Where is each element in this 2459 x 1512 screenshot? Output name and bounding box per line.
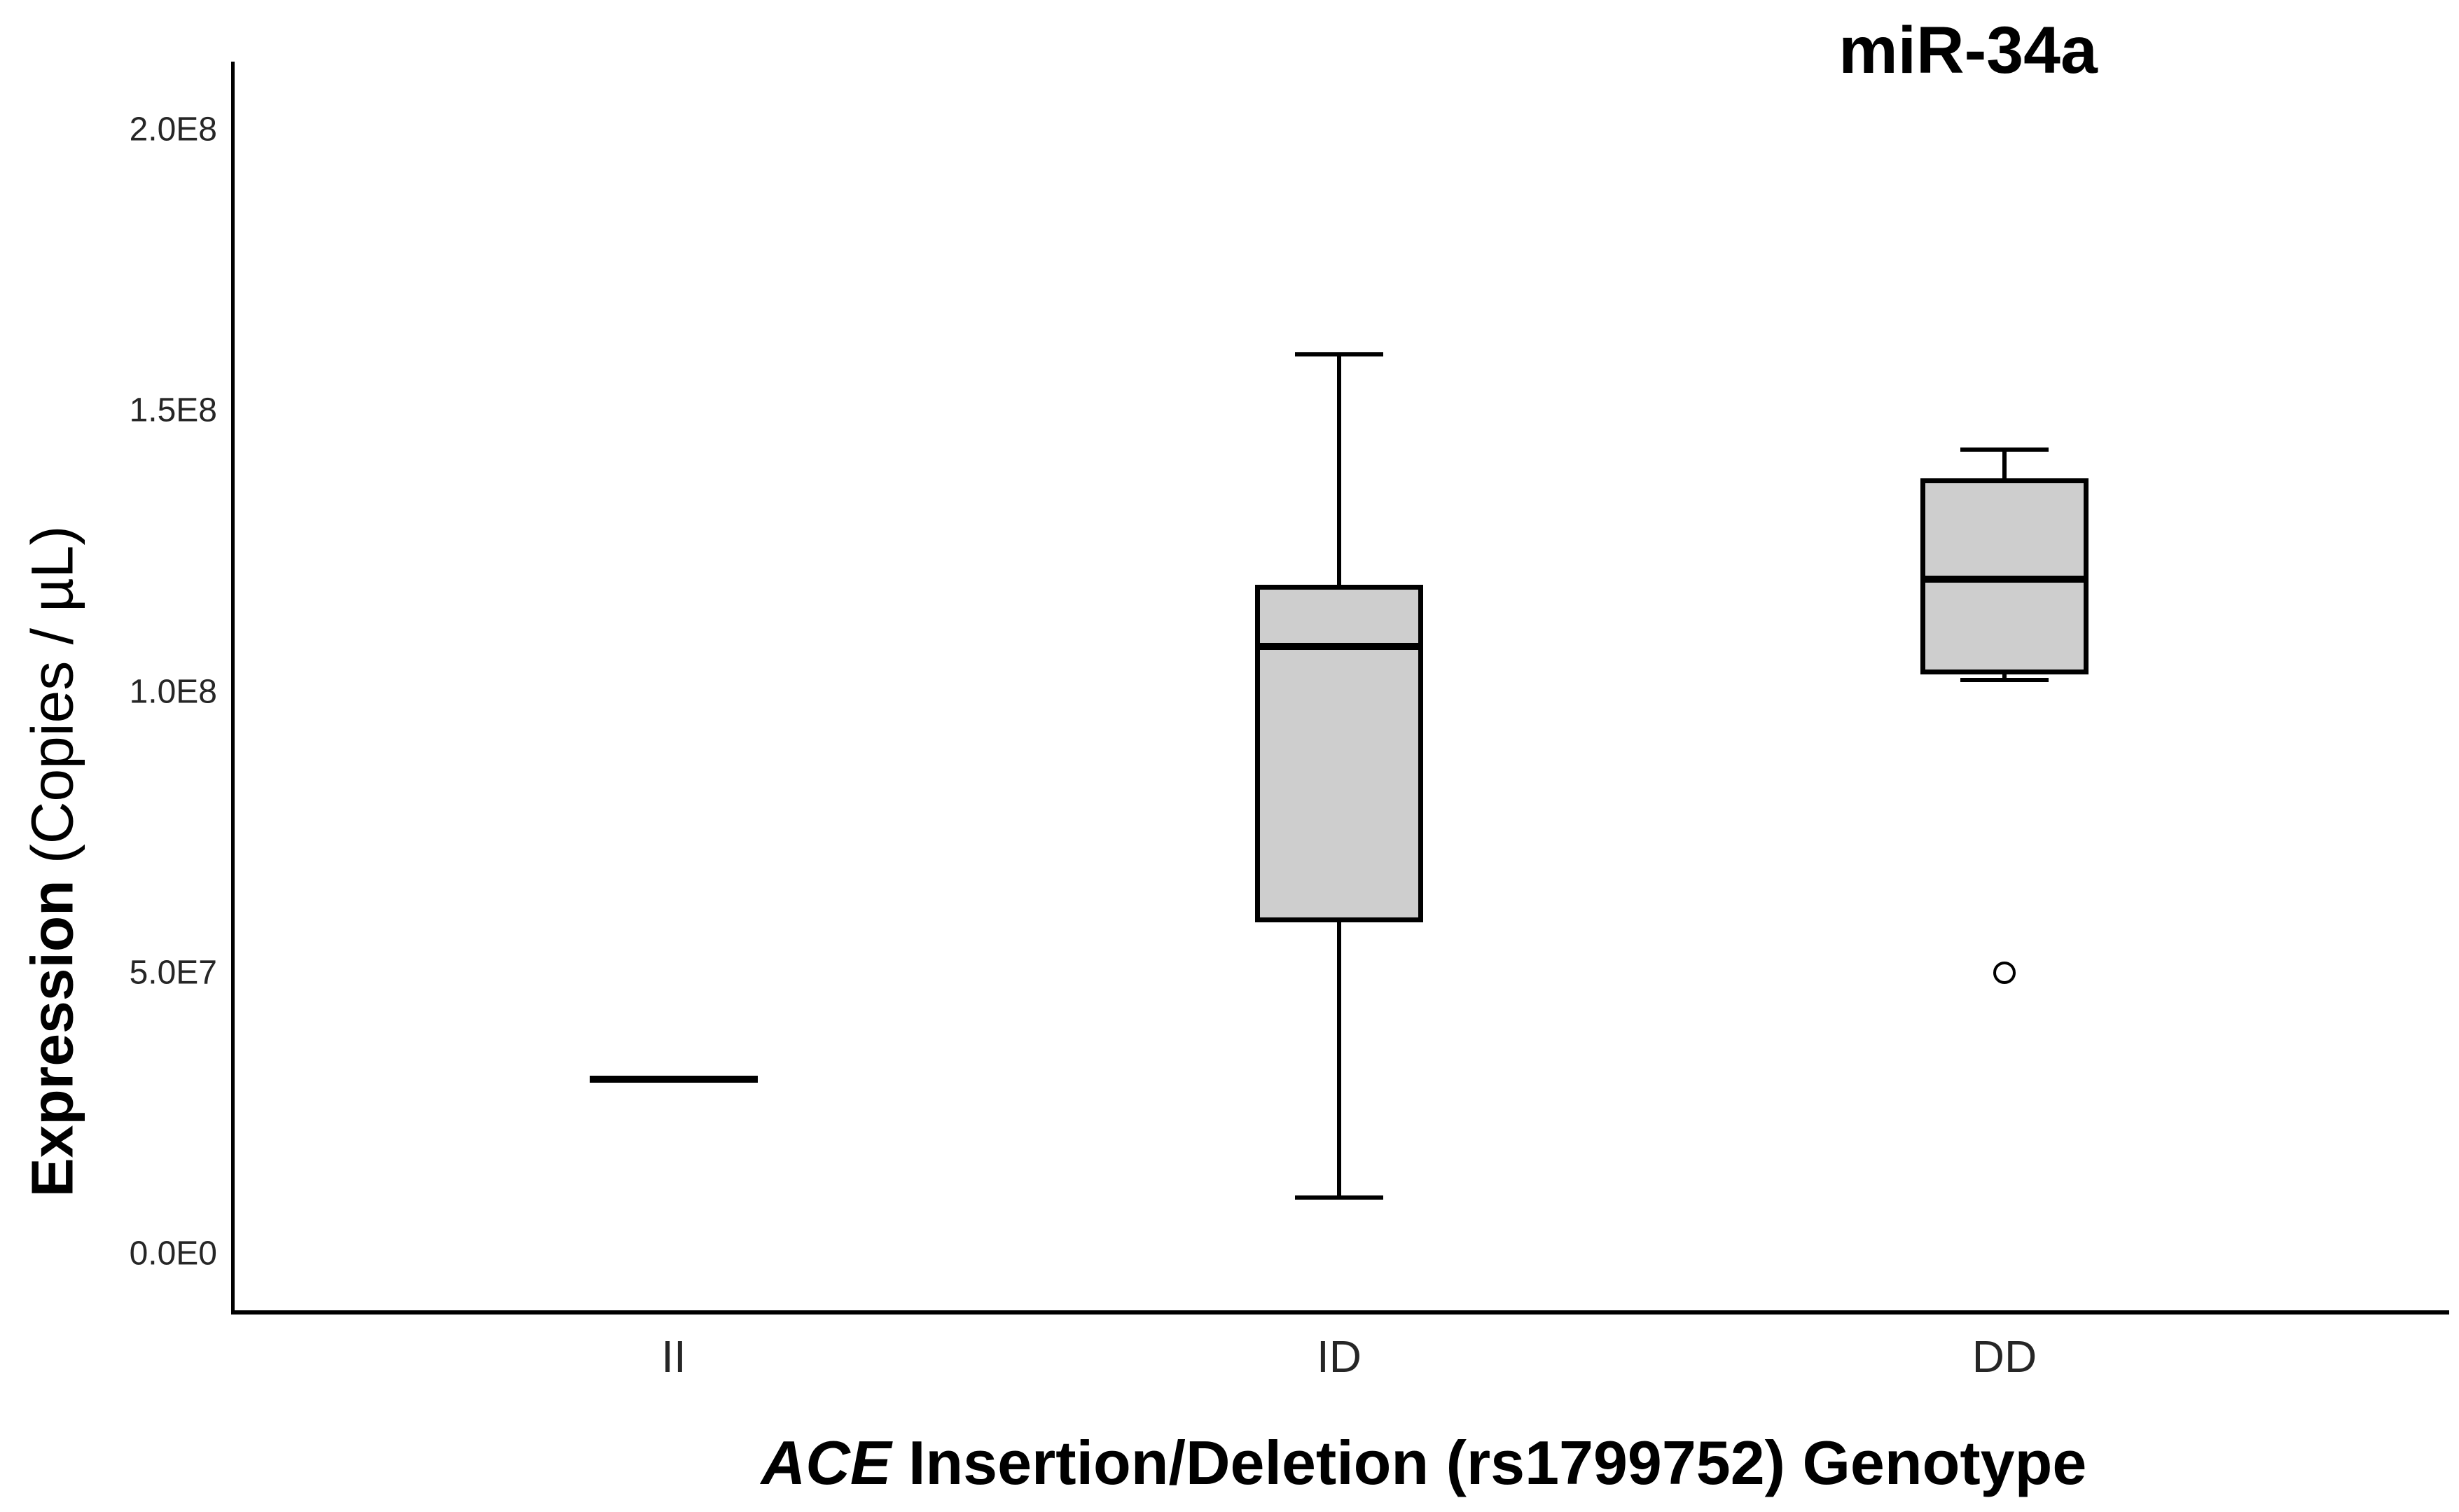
x-axis-line (231, 1310, 2449, 1315)
lower-whisker-cap-dd (1960, 678, 2049, 683)
x-axis-title-gene: ACE (761, 1428, 892, 1497)
x-axis-title: ACE Insertion/Deletion (rs1799752) Genot… (761, 1427, 2087, 1499)
iqr-box-id (1255, 585, 1423, 922)
x-category-label-id: ID (1317, 1331, 1362, 1382)
x-category-label-ii: II (661, 1331, 686, 1382)
upper-whisker-cap-dd (1960, 448, 2049, 452)
y-tick-label: 2.0E8 (129, 111, 217, 148)
y-tick-label: 5.0E7 (129, 954, 217, 992)
y-axis-line (231, 62, 235, 1314)
x-category-label-dd: DD (1972, 1331, 2037, 1382)
median-line-id (1255, 643, 1423, 651)
median-line-dd (1920, 576, 2089, 583)
upper-whisker-id (1337, 354, 1341, 585)
lower-whisker-cap-id (1295, 1195, 1383, 1200)
upper-whisker-cap-id (1295, 352, 1383, 356)
lower-whisker-id (1337, 922, 1341, 1198)
upper-whisker-dd (2002, 450, 2007, 478)
chart-title: miR-34a (1838, 13, 2098, 88)
y-tick-label: 0.0E0 (129, 1235, 217, 1272)
outlier-point-dd (1993, 961, 2016, 984)
y-tick-label: 1.0E8 (129, 673, 217, 710)
x-axis-title-rest: Insertion/Deletion (rs1799752) Genotype (891, 1428, 2087, 1497)
lower-whisker-dd (2002, 674, 2007, 681)
median-line-ii (590, 1076, 758, 1083)
y-tick-label: 1.5E8 (129, 391, 217, 429)
